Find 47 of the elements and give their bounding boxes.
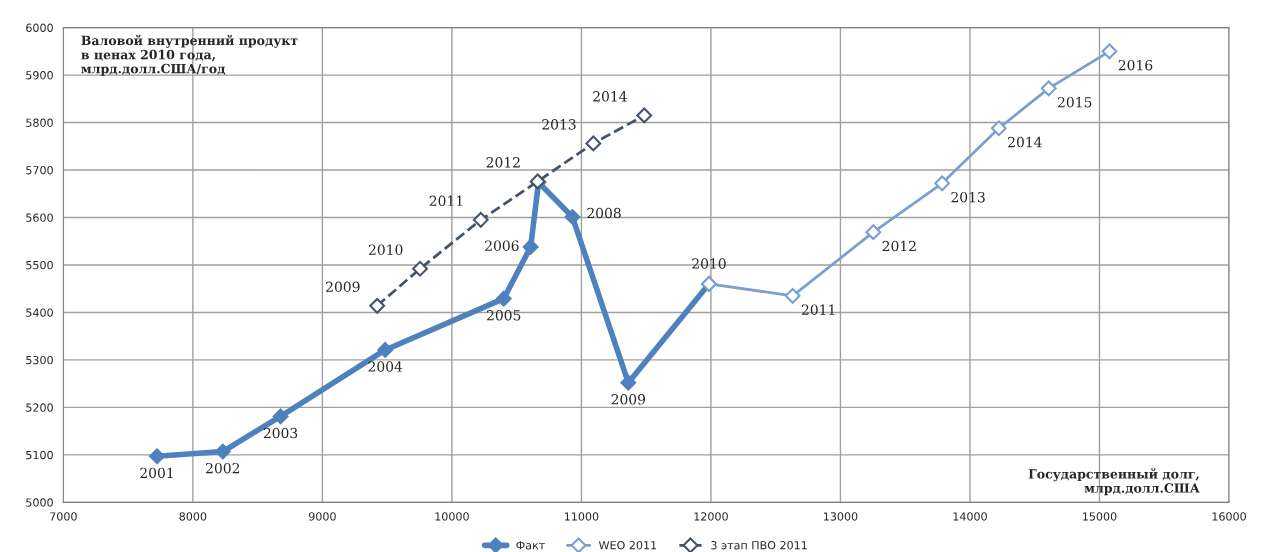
y-tick-label: 5700 [26, 165, 53, 175]
annotation: 2008 [587, 207, 621, 219]
annotation: 2010 [368, 244, 403, 255]
annotation: 2012 [486, 157, 520, 168]
x-tick-label: 14000 [953, 512, 987, 521]
y-tick-label: 5900 [26, 71, 53, 80]
x-tick-label: 12000 [694, 512, 728, 521]
legend-label: WEO 2011 [598, 541, 657, 550]
annotation: 2005 [486, 310, 521, 321]
annotation: 2011 [801, 304, 835, 315]
y-tick-label: 5500 [26, 260, 53, 270]
y-tick-label: 5800 [26, 118, 53, 127]
annotation: 2002 [206, 462, 240, 474]
y-axis-title: Валовой внутренний продукт в ценах 2010 года, млрд.долл.США/год [81, 34, 298, 76]
y-tick-label: 5100 [26, 450, 53, 460]
y-tick-label: 5400 [26, 308, 53, 317]
annotation: 2001 [140, 467, 173, 479]
annotation: 2014 [593, 91, 627, 102]
x-axis-title: Государственный долг, млрд.долл.США [1028, 468, 1200, 496]
annotation: 2014 [1008, 136, 1042, 148]
annotation: 2004 [368, 361, 403, 372]
annotation: 2011 [429, 195, 463, 207]
annotation: 2015 [1057, 96, 1092, 108]
y-tick-label: 5200 [26, 403, 53, 412]
x-tick-label: 16000 [1212, 512, 1246, 521]
y-tick-label: 5600 [26, 213, 53, 222]
x-tick-label: 9000 [308, 512, 336, 521]
annotation: 2010 [692, 258, 726, 269]
annotation: 2012 [882, 240, 916, 252]
annotation: 2003 [263, 427, 298, 439]
y-tick-label: 6000 [26, 23, 53, 32]
legend-label: Факт [516, 541, 545, 550]
y-tick-label: 5300 [26, 355, 53, 365]
x-tick-label: 11000 [564, 512, 599, 521]
y-tick-label: 5000 [26, 498, 53, 507]
legend-label: 3 этап ПВО 2011 [711, 541, 807, 550]
annotation: 2006 [485, 240, 519, 251]
annotation: 2013 [951, 191, 985, 203]
x-tick-label: 10000 [435, 512, 469, 521]
x-tick-label: 15000 [1083, 512, 1117, 521]
x-tick-label: 8000 [179, 512, 207, 521]
annotation: 2016 [1118, 59, 1153, 71]
annotation: 2009 [611, 394, 646, 405]
x-tick-label: 13000 [823, 512, 858, 521]
annotation: 2013 [542, 119, 576, 130]
annotation: 2009 [326, 281, 360, 292]
x-tick-label: 7000 [50, 512, 77, 521]
